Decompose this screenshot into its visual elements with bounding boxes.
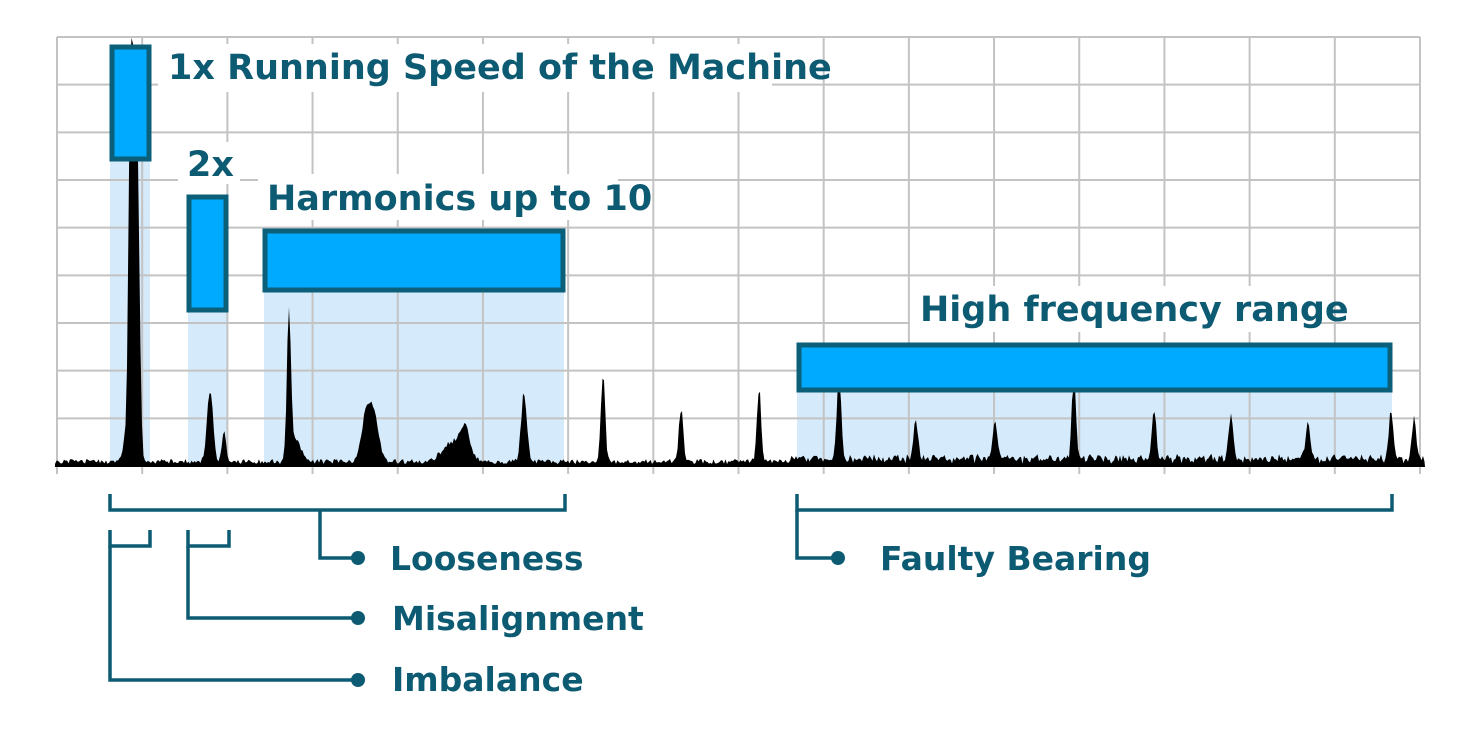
label-running-speed: 1x Running Speed of the Machine — [168, 48, 832, 88]
label-looseness: Looseness — [390, 539, 584, 578]
highlight-boxes — [109, 44, 1393, 393]
bullet-misalignment — [351, 611, 365, 625]
leader-misalignment — [186, 546, 358, 620]
label-2x: 2x — [187, 145, 234, 185]
box-2x — [186, 194, 229, 313]
label-high-frequency: High frequency range — [920, 290, 1349, 330]
leader-looseness — [318, 510, 358, 560]
label-faulty-bearing: Faulty Bearing — [880, 539, 1151, 578]
box-1x — [109, 44, 152, 162]
bracket-faulty-bearing — [795, 494, 1394, 512]
bullet-faulty-bearing — [831, 551, 845, 565]
bullet-looseness — [351, 551, 365, 565]
leader-faulty-bearing — [795, 510, 838, 560]
label-backgrounds — [158, 44, 1314, 332]
label-misalignment: Misalignment — [392, 599, 644, 638]
label-imbalance: Imbalance — [392, 660, 584, 699]
box-harmonics — [262, 228, 566, 293]
bracket-imbalance — [108, 530, 152, 548]
band-harmonics — [264, 290, 564, 466]
band-high-frequency — [797, 390, 1392, 466]
chart-grid — [56, 36, 1421, 474]
bracket-looseness — [108, 494, 567, 512]
box-high-frequency — [796, 342, 1393, 393]
fault-brackets — [108, 494, 1394, 687]
bullet-imbalance — [351, 673, 365, 687]
leader-imbalance — [108, 546, 358, 682]
frequency-bands — [110, 160, 1392, 466]
label-harmonics: Harmonics up to 10 — [267, 179, 652, 219]
bracket-misalignment — [186, 530, 231, 548]
